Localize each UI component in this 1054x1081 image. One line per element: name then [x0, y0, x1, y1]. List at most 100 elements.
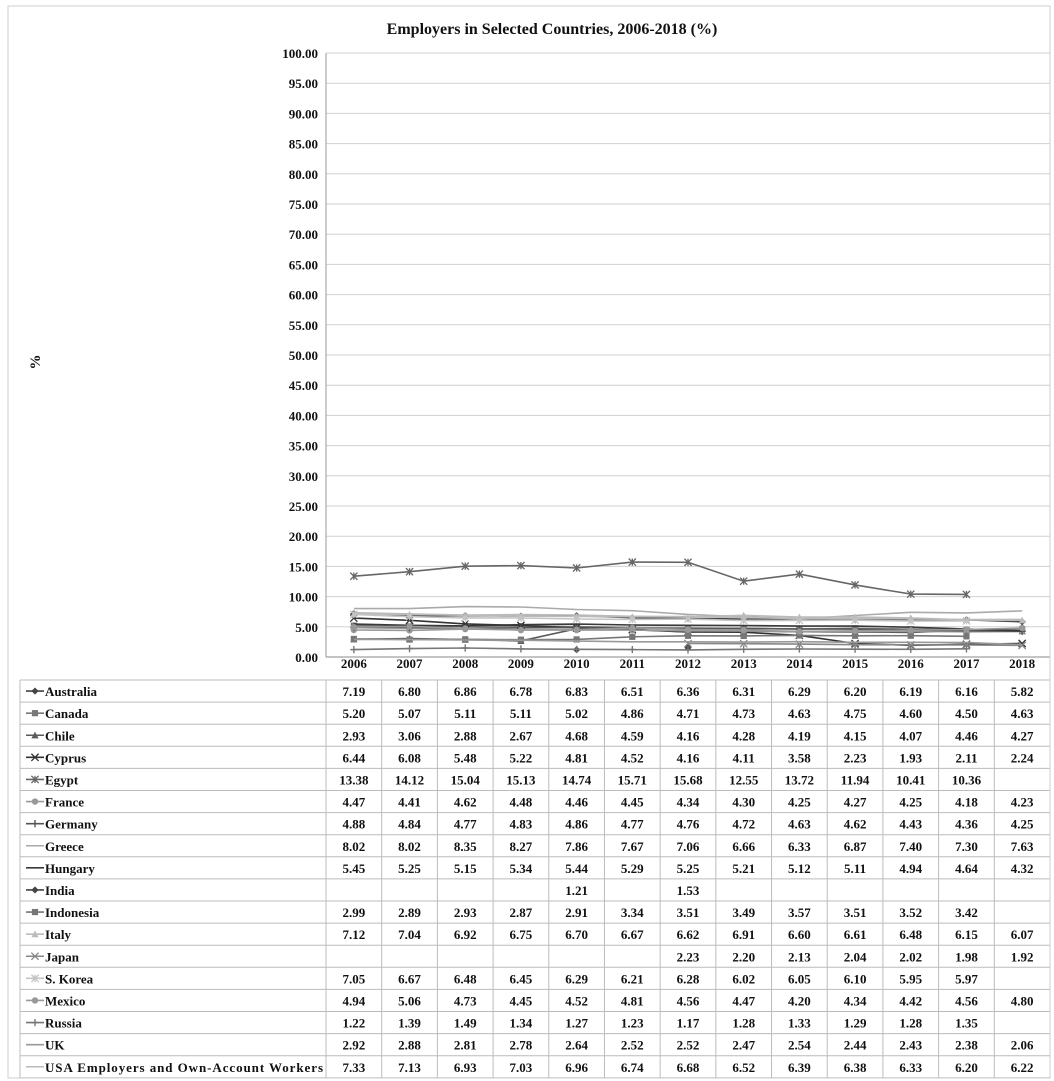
table-value: 6.15: [955, 927, 978, 942]
table-value: 7.30: [955, 839, 978, 854]
table-value: 6.75: [510, 927, 533, 942]
y-tick-label: 85.00: [289, 137, 318, 152]
table-value: 7.67: [621, 839, 644, 854]
table-value: 13.38: [339, 772, 369, 787]
table-value: 4.47: [732, 993, 755, 1008]
table-value: 5.15: [454, 861, 477, 876]
table-value: 6.83: [565, 684, 588, 699]
table-value: 2.43: [899, 1038, 922, 1053]
data-point: [907, 627, 914, 634]
table-value: 5.95: [899, 971, 922, 986]
table-value: 6.78: [510, 684, 533, 699]
series-line: [353, 634, 967, 641]
table-value: 4.34: [844, 993, 867, 1008]
table-value: 5.02: [565, 706, 588, 721]
table-value: 6.29: [565, 971, 588, 986]
table-value: 4.56: [677, 993, 700, 1008]
table-value: 2.88: [398, 1038, 421, 1053]
table-value: 4.59: [621, 728, 644, 743]
data-point: [963, 633, 970, 640]
table-value: 4.62: [844, 817, 867, 832]
table-value: 1.35: [955, 1016, 978, 1031]
table-value: 5.48: [454, 750, 477, 765]
table-value: 6.48: [899, 927, 922, 942]
y-tick-label: 20.00: [289, 529, 318, 544]
table-value: 2.38: [955, 1038, 978, 1053]
data-point: [461, 562, 470, 571]
table-value: 3.34: [621, 905, 644, 920]
table-value: 5.20: [342, 706, 365, 721]
data-point: [851, 645, 859, 653]
table-value: 2.67: [510, 728, 533, 743]
table-value: 4.41: [398, 795, 421, 810]
table-value: 5.44: [565, 861, 588, 876]
table-value: 6.10: [844, 971, 867, 986]
x-tick-label: 2010: [564, 656, 590, 671]
y-tick-label: 25.00: [289, 499, 318, 514]
table-value: 1.28: [732, 1016, 755, 1031]
table-value: 12.55: [729, 772, 759, 787]
table-value: 4.81: [565, 750, 588, 765]
table-value: 1.28: [899, 1016, 922, 1031]
data-point: [907, 645, 915, 653]
table-value: 6.02: [732, 971, 755, 986]
legend-entry: UK: [45, 1038, 65, 1053]
table-value: 2.52: [677, 1038, 700, 1053]
x-tick-label: 2017: [953, 656, 980, 671]
series-line: [353, 638, 1023, 646]
table-value: 5.11: [510, 706, 532, 721]
table-value: 2.20: [732, 949, 755, 964]
table-value: 4.71: [677, 706, 700, 721]
table-value: 7.03: [510, 1060, 533, 1075]
table-value: 1.93: [899, 750, 922, 765]
table-value: 4.25: [788, 795, 811, 810]
series-lines: [349, 558, 1027, 654]
table-value: 2.23: [844, 750, 867, 765]
table-value: 6.74: [621, 1060, 644, 1075]
table-value: 4.45: [510, 993, 533, 1008]
table-value: 10.41: [896, 772, 925, 787]
table-value: 5.25: [398, 861, 421, 876]
table-value: 4.28: [732, 728, 755, 743]
data-point: [851, 639, 860, 648]
data-point: [628, 645, 636, 654]
table-value: 15.68: [673, 772, 703, 787]
table-value: 4.42: [899, 993, 922, 1008]
table-value: 1.21: [565, 883, 588, 898]
table-value: 6.20: [844, 684, 867, 699]
y-tick-label: 40.00: [289, 408, 318, 423]
table-value: 6.33: [899, 1060, 922, 1075]
table-value: 8.02: [398, 839, 421, 854]
data-point: [516, 613, 525, 623]
legend-key-marker: [31, 886, 39, 894]
x-tick-label: 2006: [341, 656, 368, 671]
y-tick-label: 30.00: [289, 469, 318, 484]
table-value: 4.83: [510, 817, 533, 832]
legend-entry: Germany: [45, 817, 98, 832]
data-point: [851, 580, 860, 589]
table-value: 2.93: [454, 905, 477, 920]
table-value: 2.99: [342, 905, 365, 920]
table-value: 1.92: [1011, 949, 1034, 964]
table-value: 4.36: [955, 817, 978, 832]
data-point: [629, 624, 636, 632]
x-tick-label: 2016: [898, 656, 925, 671]
y-tick-label: 10.00: [289, 590, 318, 605]
data-point: [906, 590, 915, 599]
table-value: 4.48: [510, 795, 533, 810]
y-tick-label: 70.00: [289, 227, 318, 242]
table-value: 4.15: [844, 728, 867, 743]
table-value: 2.02: [899, 949, 922, 964]
table-value: 6.29: [788, 684, 811, 699]
table-value: 3.06: [398, 728, 421, 743]
table-value: 1.27: [565, 1016, 588, 1031]
table-value: 6.62: [677, 927, 700, 942]
data-point: [350, 646, 358, 654]
x-tick-label: 2012: [675, 656, 701, 671]
x-tick-label: 2015: [842, 656, 869, 671]
table-value: 5.82: [1011, 684, 1034, 699]
table-value: 7.40: [899, 839, 922, 854]
table-value: 4.80: [1011, 993, 1034, 1008]
table-value: 5.07: [398, 706, 421, 721]
table-value: 14.12: [395, 772, 424, 787]
